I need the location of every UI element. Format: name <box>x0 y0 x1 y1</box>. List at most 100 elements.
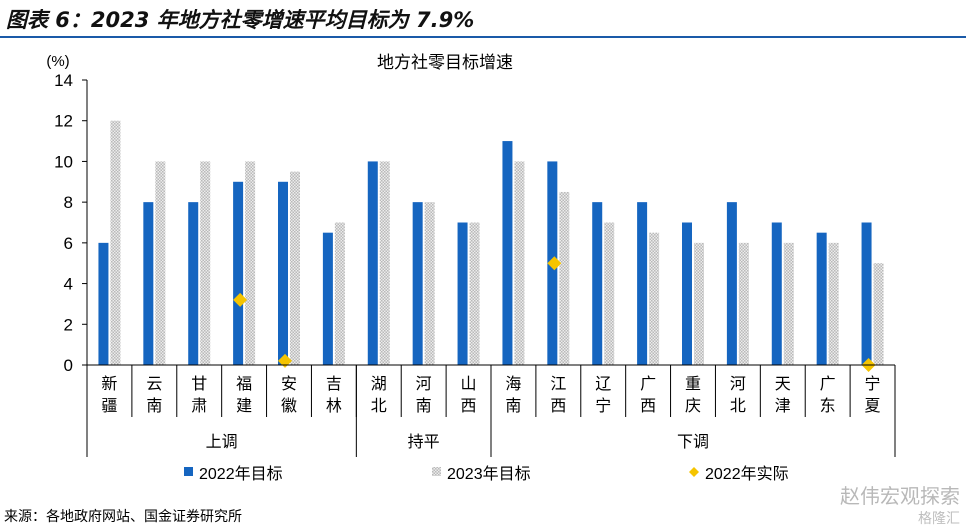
x-tick-label: 宁 <box>595 396 611 415</box>
bar-2023-target <box>873 263 884 365</box>
x-tick-label: 吉 <box>326 374 342 393</box>
x-tick-label: 徽 <box>281 396 297 415</box>
bar-2022-target <box>188 202 199 365</box>
bar-2022-target <box>233 181 244 365</box>
x-tick-label: 北 <box>371 396 387 415</box>
bar-2022-target <box>322 232 333 365</box>
bar-2023-target <box>245 161 256 365</box>
y-tick-label: 14 <box>54 71 73 90</box>
y-tick-label: 8 <box>64 193 73 212</box>
bar-2023-target <box>738 242 749 365</box>
bar-2022-target <box>98 242 109 365</box>
bar-2022-target <box>682 222 692 365</box>
bar-2022-target <box>502 141 513 365</box>
x-tick-label: 甘 <box>191 374 207 393</box>
x-tick-label: 海 <box>505 374 521 393</box>
bar-2022-target <box>412 202 423 365</box>
y-tick-label: 0 <box>64 356 73 375</box>
x-tick-label: 天 <box>775 374 791 393</box>
legend: 2022年目标 2023年目标 2022年实际 <box>184 465 789 483</box>
bar-2022-target <box>771 222 782 365</box>
bar-2023-target <box>559 191 570 365</box>
bar-2023-target <box>783 242 794 365</box>
bar-2022-target <box>367 161 378 365</box>
bar-2023-target <box>200 161 211 365</box>
bars-layer <box>98 120 884 365</box>
watermark-sub: 格隆汇 <box>918 511 960 527</box>
x-tick-label: 肃 <box>191 396 207 415</box>
legend-label: 2022年目标 <box>199 465 283 483</box>
x-tick-label: 安 <box>281 374 297 393</box>
bar-2023-target <box>649 232 660 365</box>
y-tick-label: 2 <box>64 315 73 334</box>
bar-2022-target <box>726 202 737 365</box>
bar-2023-target <box>155 161 166 365</box>
y-axis-unit-label: (%) <box>46 53 69 70</box>
x-tick-label: 重 <box>685 374 701 393</box>
x-tick-label: 西 <box>640 396 656 415</box>
source-note: 来源：各地政府网站、国金证券研究所 <box>4 509 242 525</box>
x-tick-label: 南 <box>505 396 521 415</box>
x-group-label: 上调 <box>206 432 238 451</box>
x-tick-label: 河 <box>416 374 432 393</box>
bar-2023-target <box>514 161 525 365</box>
x-tick-label: 津 <box>775 396 791 415</box>
chart-title: 地方社零目标增速 <box>377 53 513 73</box>
x-tick-label: 南 <box>146 396 162 415</box>
x-tick-label: 广 <box>820 374 836 393</box>
legend-label: 2023年目标 <box>447 465 531 483</box>
legend-swatch-2022-actual <box>689 467 699 477</box>
x-tick-label: 林 <box>326 396 342 415</box>
x-tick-label: 疆 <box>101 396 117 415</box>
x-tick-label: 西 <box>461 396 477 415</box>
x-tick-label: 宁 <box>865 374 881 393</box>
bar-2022-target <box>278 181 288 365</box>
y-tick-label: 12 <box>54 112 73 131</box>
x-tick-label: 庆 <box>685 396 701 415</box>
x-tick-label: 福 <box>236 374 252 393</box>
x-tick-label: 山 <box>461 374 477 393</box>
legend-swatch-2022-target <box>184 467 193 476</box>
x-tick-label: 湖 <box>371 374 387 393</box>
bar-2022-target <box>816 232 827 365</box>
x-tick-label: 夏 <box>865 396 881 415</box>
x-tick-label: 广 <box>640 374 656 393</box>
bar-2022-target <box>143 202 154 365</box>
bar-2023-target <box>379 161 390 365</box>
x-tick-label: 建 <box>236 396 252 415</box>
x-tick-label: 辽 <box>595 374 611 393</box>
bar-2023-target <box>424 202 435 365</box>
legend-label: 2022年实际 <box>705 465 789 483</box>
marker-2022-actual <box>278 353 292 368</box>
bar-2022-target <box>861 222 872 365</box>
figure-title: 图表 6：2023 年地方社零增速平均目标为 7.9% <box>6 8 475 32</box>
y-tick-label: 6 <box>64 234 73 253</box>
bar-2022-target <box>457 222 468 365</box>
bar-2023-target <box>604 222 615 365</box>
bar-2023-target <box>334 222 345 365</box>
bar-2022-target <box>637 202 648 365</box>
x-group-label: 下调 <box>677 432 709 451</box>
y-tick-label: 4 <box>64 275 73 294</box>
markers-layer <box>233 256 876 372</box>
watermark: 赵伟宏观探索 <box>840 484 960 508</box>
y-axis: 0 2 4 6 8 10 12 14 <box>54 71 88 375</box>
marker-2022-actual <box>547 256 562 271</box>
legend-swatch-2023-target <box>432 467 441 476</box>
x-tick-label: 南 <box>416 396 432 415</box>
x-tick-label: 河 <box>730 374 746 393</box>
bar-2022-target <box>592 202 603 365</box>
bar-2023-target <box>110 120 121 365</box>
bar-2023-target <box>290 171 300 365</box>
x-tick-label: 北 <box>730 396 746 415</box>
marker-2022-actual <box>233 292 248 307</box>
title-rule <box>0 36 966 38</box>
bar-2023-target <box>469 222 480 365</box>
x-tick-label: 云 <box>146 374 162 393</box>
bar-2023-target <box>828 242 839 365</box>
x-group-label: 持平 <box>408 432 440 451</box>
x-tick-label: 新 <box>101 374 117 393</box>
x-tick-label: 江 <box>550 374 566 393</box>
